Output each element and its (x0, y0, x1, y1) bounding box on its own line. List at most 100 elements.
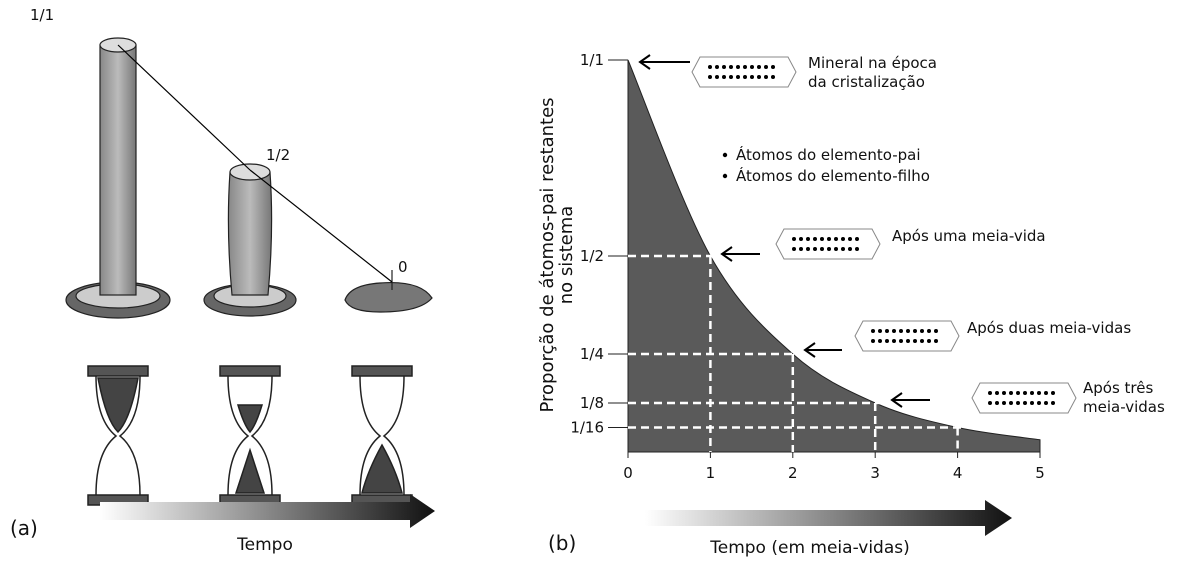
atom (841, 247, 845, 251)
atom (878, 329, 882, 333)
atom (715, 65, 719, 69)
atom-box (776, 229, 880, 259)
atom (913, 339, 917, 343)
figure: 1/1 1/2 0 (a) Tempo (b) Tempo (em meia-v… (0, 0, 1189, 560)
atom (892, 329, 896, 333)
y-tick-label: 1/8 (580, 394, 604, 412)
x-tick-label: 4 (953, 464, 963, 482)
y-tick-label: 1/1 (580, 51, 604, 69)
atom (750, 75, 754, 79)
atom (841, 237, 845, 241)
atom (813, 237, 817, 241)
atom (913, 329, 917, 333)
panel-label: (a) (10, 516, 38, 540)
atom (799, 247, 803, 251)
atom-box (692, 57, 796, 87)
y-axis-label: Proporção de átomos-pai restantes (537, 97, 558, 412)
atom (715, 75, 719, 79)
x-tick-label: 0 (623, 464, 633, 482)
arrow (640, 55, 690, 69)
atom (899, 329, 903, 333)
atom (1009, 401, 1013, 405)
atom (792, 237, 796, 241)
atom (927, 339, 931, 343)
atom (722, 75, 726, 79)
atom (1044, 401, 1048, 405)
atom (1037, 391, 1041, 395)
axis-label: Tempo (236, 535, 293, 555)
candles (66, 38, 432, 318)
atom (871, 339, 875, 343)
atom (729, 65, 733, 69)
arrow (722, 247, 760, 261)
x-tick-label: 3 (870, 464, 880, 482)
atom (885, 329, 889, 333)
annotation: meia-vidas (1083, 398, 1165, 416)
legend-entry: Átomos do elemento-pai (736, 145, 921, 164)
atom (757, 75, 761, 79)
atom (934, 339, 938, 343)
atom (848, 247, 852, 251)
x-axis-label: Tempo (em meia-vidas) (709, 538, 909, 558)
atom (906, 339, 910, 343)
atom (1051, 391, 1055, 395)
atom (764, 75, 768, 79)
atom (1051, 401, 1055, 405)
atom (995, 391, 999, 395)
annotation: Mineral na época (808, 54, 937, 72)
y-axis-label: no sistema (556, 206, 577, 305)
atom (885, 339, 889, 343)
x-tick-label: 2 (788, 464, 798, 482)
atom (729, 75, 733, 79)
arrow (805, 343, 842, 357)
atom (813, 247, 817, 251)
atom (1030, 391, 1034, 395)
atom (1016, 391, 1020, 395)
atom (906, 329, 910, 333)
atom (750, 65, 754, 69)
atom (764, 65, 768, 69)
atom (848, 237, 852, 241)
atom (995, 401, 999, 405)
atom (855, 237, 859, 241)
atom (771, 75, 775, 79)
annotation: Após duas meia-vidas (967, 319, 1131, 337)
fraction-label: 1/2 (266, 146, 290, 164)
atom (1023, 401, 1027, 405)
panel-label: (b) (548, 531, 576, 555)
atom (871, 329, 875, 333)
legend: Átomos do elemento-pai Átomos do element… (723, 145, 930, 185)
atom (743, 65, 747, 69)
atom (834, 247, 838, 251)
atom (892, 339, 896, 343)
fraction-label: 1/1 (30, 6, 54, 24)
time-arrow (645, 500, 1012, 536)
atom (806, 247, 810, 251)
atom (878, 339, 882, 343)
atom (743, 75, 747, 79)
atom (806, 237, 810, 241)
atom (827, 247, 831, 251)
atom (757, 65, 761, 69)
atom (1030, 401, 1034, 405)
atom (1009, 391, 1013, 395)
atom (1002, 391, 1006, 395)
y-tick-label: 1/4 (580, 345, 604, 363)
atom (771, 65, 775, 69)
fraction-label: 0 (398, 258, 408, 276)
atom (834, 237, 838, 241)
atom-box (972, 383, 1076, 413)
atom (920, 329, 924, 333)
atom (736, 75, 740, 79)
x-tick-label: 1 (706, 464, 716, 482)
atom (1023, 391, 1027, 395)
atom (899, 339, 903, 343)
atom (934, 329, 938, 333)
atom (827, 237, 831, 241)
atom-box (855, 321, 959, 351)
atom (722, 65, 726, 69)
atom (708, 75, 712, 79)
legend-entry: Átomos do elemento-filho (736, 166, 930, 185)
annotation: Após três (1083, 379, 1153, 397)
atom (988, 391, 992, 395)
